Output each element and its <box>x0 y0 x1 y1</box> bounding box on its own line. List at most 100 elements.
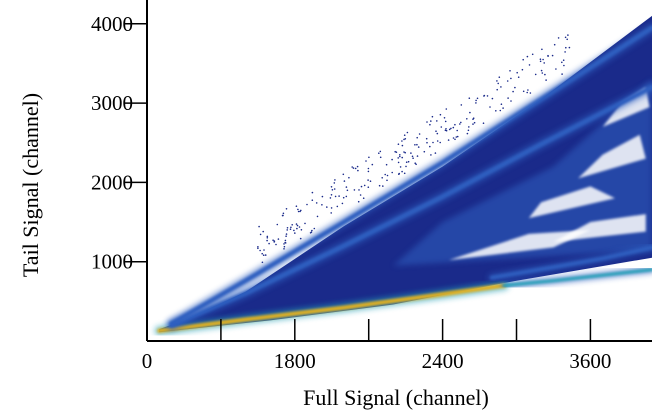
scatter-point <box>423 150 426 153</box>
scatter-point <box>306 203 308 206</box>
scatter-point <box>283 248 285 250</box>
scatter-point <box>456 129 459 132</box>
scatter-point <box>381 177 384 179</box>
scatter-point <box>467 129 470 132</box>
scatter-point <box>398 172 401 175</box>
scatter-point <box>272 239 274 241</box>
scatter-point <box>273 241 276 243</box>
plot-area <box>154 15 652 336</box>
scatter-point <box>416 155 419 157</box>
scatter-point <box>348 176 350 179</box>
scatter-point <box>563 64 565 67</box>
scatter-point <box>429 145 431 148</box>
scatter-point <box>561 73 563 75</box>
scatter-point <box>343 180 346 182</box>
scatter-point <box>473 121 476 124</box>
scatter-point <box>399 166 402 168</box>
scatter-point <box>285 233 288 235</box>
scatter-point <box>283 243 285 245</box>
scatter-point <box>299 210 301 213</box>
scatter-point <box>296 224 299 227</box>
band-lower-band <box>490 245 652 280</box>
scatter-point <box>334 195 337 198</box>
scatter-point <box>395 151 398 153</box>
scatter-point <box>543 62 545 64</box>
scatter-point <box>526 55 529 58</box>
scatter-point <box>311 191 314 194</box>
x-tick-label: 2400 <box>422 349 464 373</box>
scatter-point <box>259 249 261 252</box>
scatter-point <box>514 86 516 89</box>
scatter-point <box>436 140 439 142</box>
scatter-point <box>333 182 336 184</box>
scatter-point <box>542 58 544 61</box>
scatter-point <box>368 156 370 159</box>
scatter-point <box>397 143 400 145</box>
scatter-point <box>297 208 299 211</box>
scatter-point <box>555 68 557 70</box>
scatter-point <box>443 117 446 119</box>
scatter-point <box>476 97 479 100</box>
scatter-point <box>500 86 502 88</box>
scatter-point <box>431 115 434 118</box>
scatter-point <box>460 121 462 124</box>
scatter-point <box>313 227 316 230</box>
scatter-point <box>564 36 567 39</box>
scatter-point <box>436 120 438 122</box>
scatter-point <box>266 235 269 238</box>
scatter-point <box>367 186 370 188</box>
scatter-point <box>561 61 563 64</box>
scatter-point <box>460 104 463 106</box>
scatter-point <box>417 146 420 148</box>
scatter-point <box>401 170 403 173</box>
scatter-point <box>353 189 356 191</box>
band-upper-band <box>169 25 652 326</box>
scatter-point <box>416 136 419 139</box>
scatter-point <box>486 95 489 97</box>
fan-gap <box>553 214 646 242</box>
scatter-point <box>414 162 417 164</box>
scatter-point <box>386 174 389 177</box>
scatter-point <box>382 185 384 187</box>
scatter-point <box>541 72 544 74</box>
scatter-point <box>331 189 334 191</box>
axes: 0 1800 2400 3600 1000 2000 3000 4000 <box>91 0 652 373</box>
scatter-point <box>455 136 458 138</box>
scatter-point <box>304 222 306 225</box>
scatter-point <box>371 163 374 166</box>
scatter-point <box>489 106 491 108</box>
x-axis-title: Full Signal (channel) <box>303 385 489 410</box>
scatter-point <box>483 95 485 97</box>
scatter-point <box>475 102 477 104</box>
x-tick-label: 1800 <box>274 349 316 373</box>
scatter-point <box>509 70 511 72</box>
scatter-point <box>363 184 366 187</box>
scatter-point <box>345 195 348 198</box>
scatter-point <box>425 137 428 140</box>
scatter-point <box>397 157 400 159</box>
scatter-point <box>459 123 461 125</box>
scatter-point <box>454 123 456 126</box>
scatter-point <box>534 73 537 76</box>
scatter-point <box>277 238 280 240</box>
scatter-point <box>326 206 328 208</box>
scatter-point <box>342 173 345 176</box>
scatter-point <box>405 161 408 163</box>
scatter-point <box>263 249 265 251</box>
scatter-point <box>266 237 269 239</box>
scatter-point <box>315 202 318 204</box>
scatter-point <box>351 166 354 168</box>
scatter-point <box>517 76 520 78</box>
scatter-point <box>403 138 405 141</box>
scatter-point <box>399 155 401 158</box>
scatter-point <box>444 129 447 132</box>
scatter-point <box>289 228 292 230</box>
scatter-point <box>367 170 370 173</box>
scatter-point <box>298 226 301 228</box>
scatter-point <box>456 135 459 138</box>
scatter-point <box>367 167 370 170</box>
scatter-point <box>568 46 571 49</box>
scatter-point <box>495 110 497 112</box>
scatter-point <box>496 80 498 82</box>
scatter-point <box>295 223 298 225</box>
